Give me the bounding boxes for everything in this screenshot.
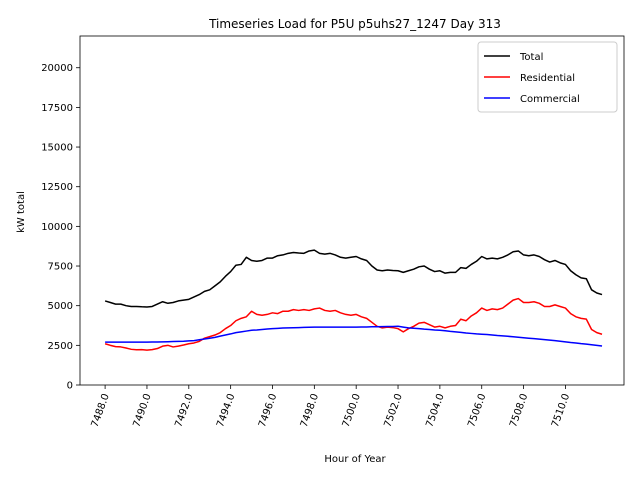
x-tick-label: 7496.0 — [257, 392, 279, 429]
y-tick-label: 0 — [67, 381, 73, 392]
x-tick-label: 7490.0 — [131, 392, 153, 429]
series-line-total — [104, 249, 603, 308]
x-tick-label: 7508.0 — [508, 392, 530, 429]
y-axis-ticks: 0 2500 5000 7500 10000 12500 15000 17500 20000 — [41, 63, 80, 392]
series-line-residential — [104, 297, 603, 351]
x-axis-ticks: 7488.0 7490.0 7492.0 7494.0 7496.0 7498.0 7500… — [90, 385, 572, 429]
y-tick-label: 10000 — [41, 222, 73, 233]
y-tick-label: 15000 — [41, 143, 73, 154]
x-tick-label: 7504.0 — [424, 392, 446, 429]
x-tick-label: 7500.0 — [341, 392, 363, 429]
x-axis-label: Hour of Year — [324, 454, 386, 465]
y-axis-label: kW total — [16, 191, 27, 233]
y-tick-label: 17500 — [41, 103, 73, 114]
y-tick-label: 2500 — [48, 341, 73, 352]
legend: Total Residential Commercial — [477, 41, 618, 113]
axes-frame — [79, 35, 625, 386]
y-tick-label: 5000 — [48, 301, 73, 312]
legend-box — [477, 41, 618, 113]
x-tick-label: 7506.0 — [466, 392, 488, 429]
x-tick-label: 7488.0 — [90, 392, 112, 429]
legend-label-total: Total — [519, 52, 543, 63]
y-tick-label: 7500 — [48, 262, 73, 273]
series-line-commercial — [105, 325, 603, 347]
series-layer — [104, 249, 603, 351]
chart-title: Timeseries Load for P5U p5uhs27_1247 Day… — [208, 17, 501, 31]
x-tick-label: 7494.0 — [215, 392, 237, 429]
x-tick-label: 7510.0 — [550, 392, 572, 429]
x-tick-label: 7502.0 — [383, 392, 405, 429]
x-tick-label: 7498.0 — [299, 392, 321, 429]
legend-label-residential: Residential — [520, 73, 575, 84]
x-tick-label: 7492.0 — [173, 392, 195, 429]
plot-frame — [79, 35, 625, 386]
y-tick-label: 12500 — [41, 182, 73, 193]
legend-label-commercial: Commercial — [520, 94, 580, 105]
y-tick-label: 20000 — [41, 63, 73, 74]
